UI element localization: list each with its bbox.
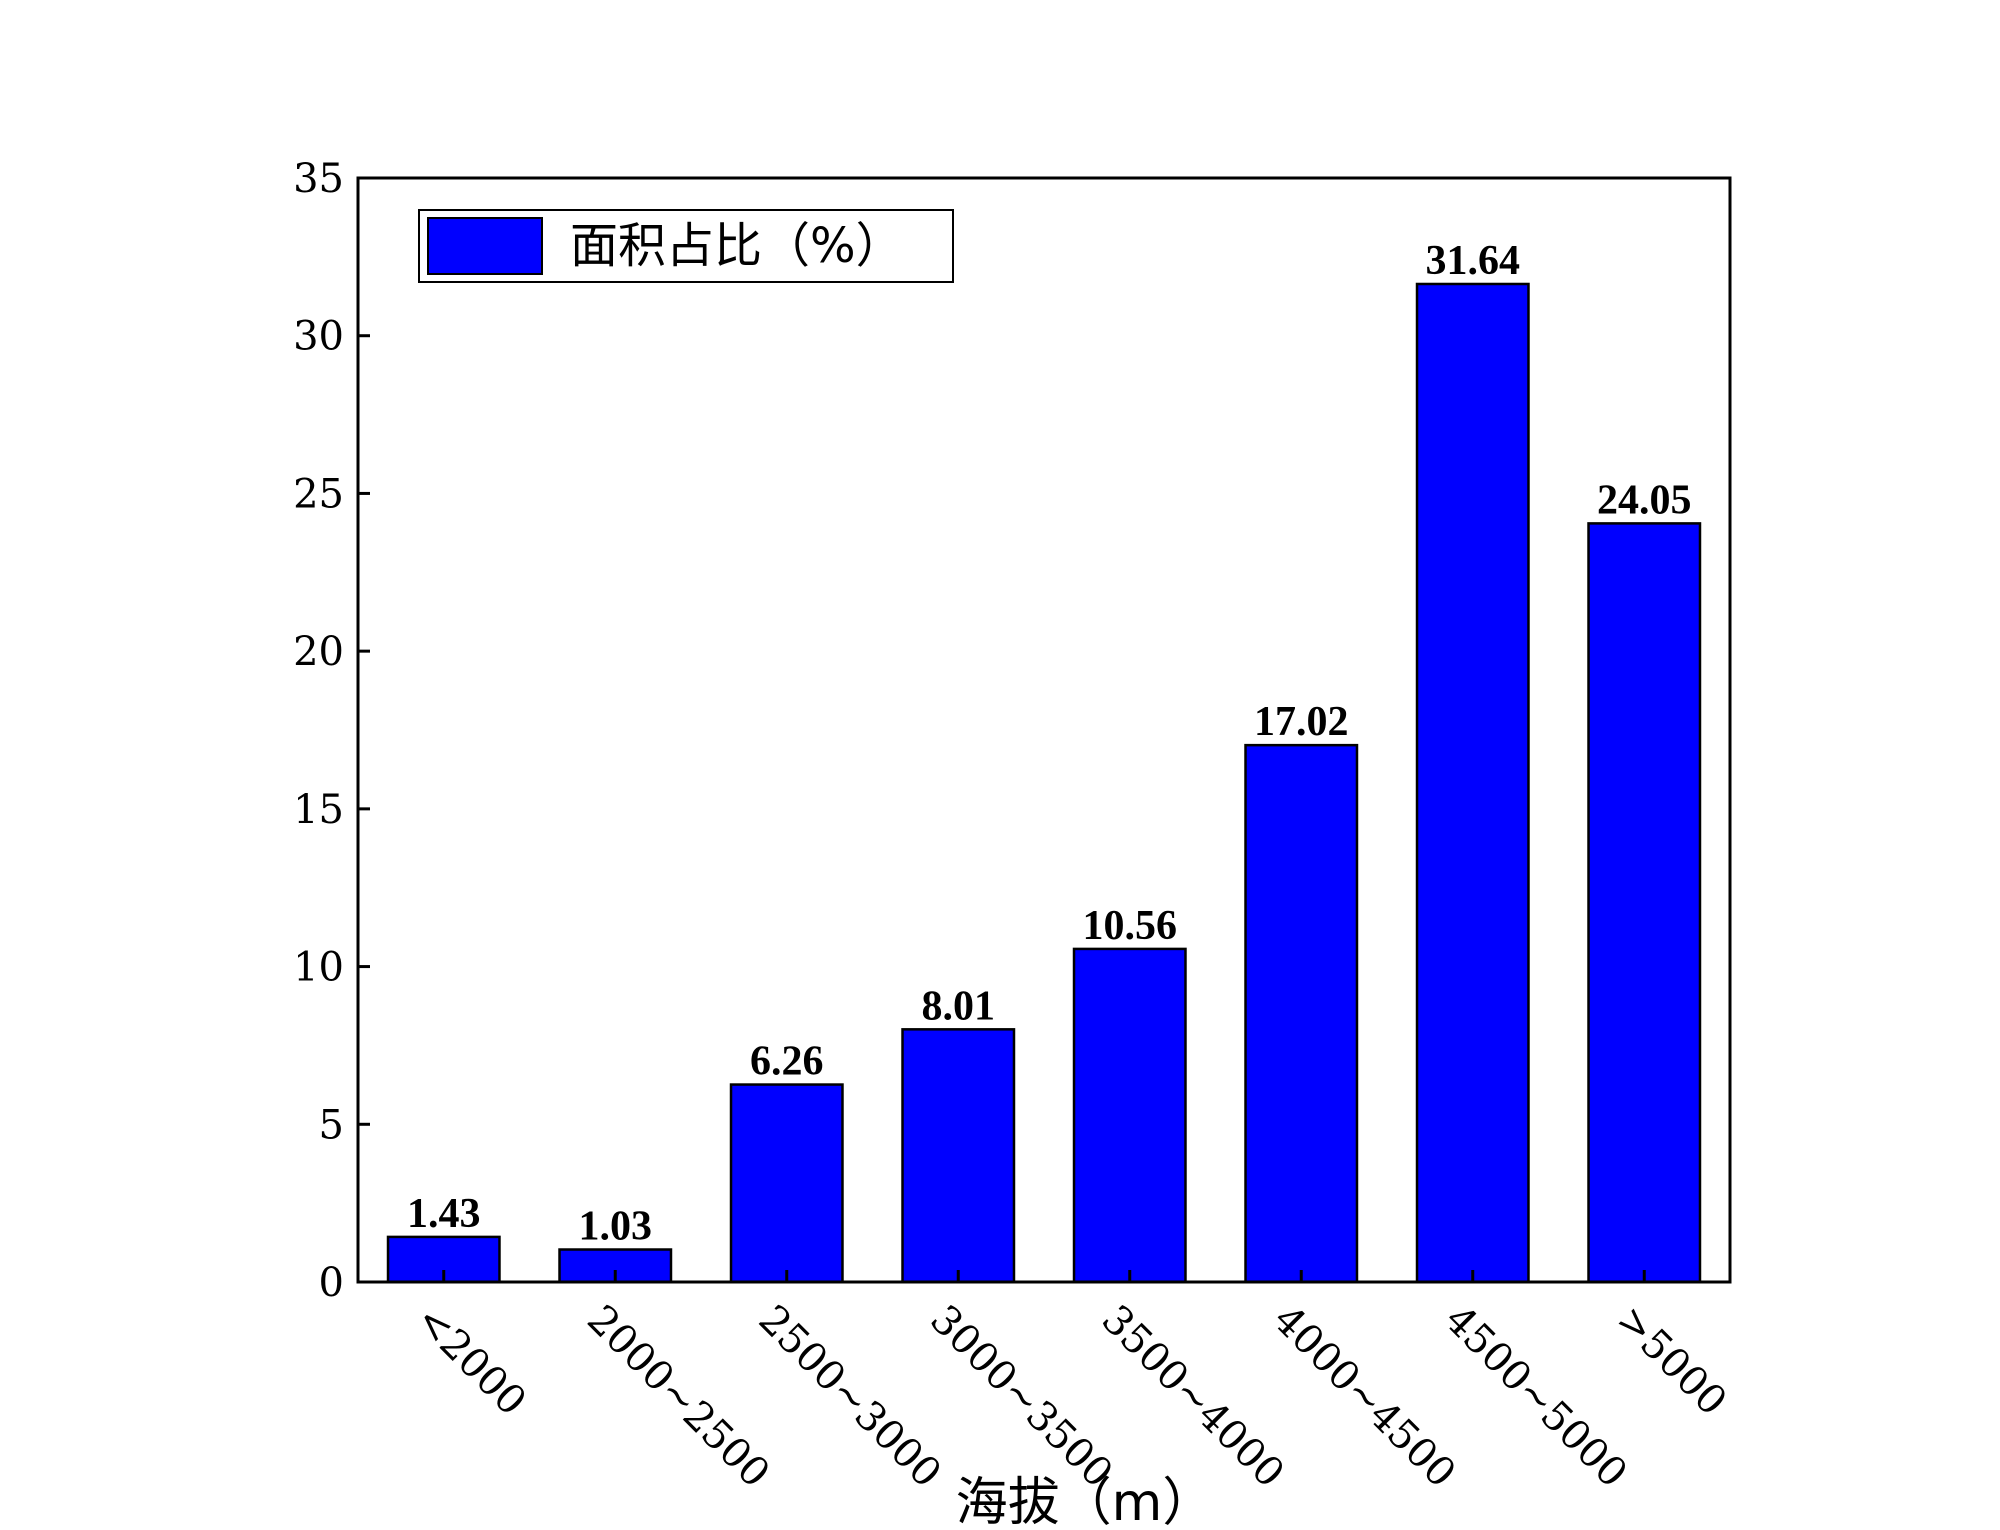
bar-value-label: 6.26 bbox=[750, 1039, 824, 1085]
legend-swatch bbox=[427, 217, 543, 275]
plot-frame bbox=[356, 176, 1732, 1284]
bar bbox=[1587, 522, 1702, 1284]
y-tick-label: 0 bbox=[319, 1260, 344, 1306]
y-tick-label: 35 bbox=[293, 156, 344, 202]
y-tick-label: 10 bbox=[293, 945, 344, 991]
bar-value-label: 31.64 bbox=[1426, 238, 1521, 284]
bar bbox=[901, 1028, 1016, 1284]
bar-value-label: 8.01 bbox=[922, 983, 996, 1029]
legend-label: 面积占比（%） bbox=[570, 218, 904, 274]
y-tick-label: 25 bbox=[293, 471, 344, 517]
bar bbox=[1244, 743, 1359, 1284]
bar-value-label: 1.43 bbox=[407, 1191, 481, 1237]
y-tick-label: 5 bbox=[319, 1102, 344, 1148]
y-tick-label: 30 bbox=[293, 314, 344, 360]
x-axis-title: 海拔（m） bbox=[956, 1473, 1215, 1530]
y-tick-label: 20 bbox=[293, 629, 344, 675]
bar bbox=[1072, 947, 1187, 1284]
bar-value-label: 10.56 bbox=[1083, 903, 1178, 949]
bar bbox=[729, 1083, 844, 1284]
bar-value-label: 17.02 bbox=[1254, 699, 1349, 745]
bar-value-label: 24.05 bbox=[1597, 477, 1692, 523]
y-tick-label: 15 bbox=[293, 787, 344, 833]
bar bbox=[1415, 282, 1530, 1284]
bar-value-label: 1.03 bbox=[579, 1204, 653, 1250]
bars-layer bbox=[386, 282, 1702, 1284]
legend: 面积占比（%） bbox=[418, 209, 954, 283]
